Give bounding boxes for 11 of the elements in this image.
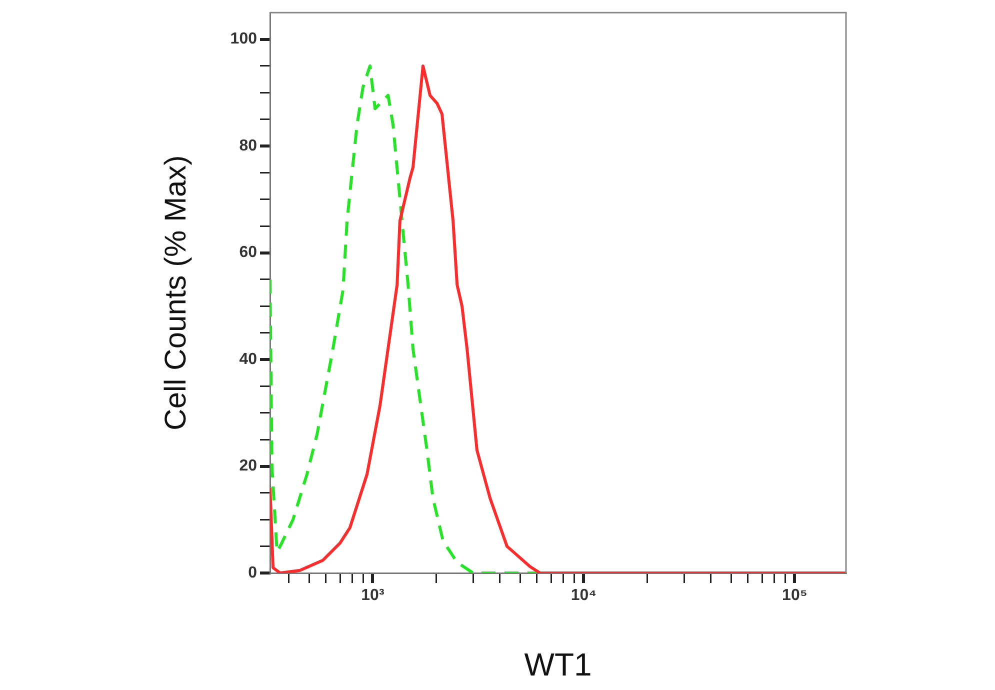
y-tick-label: 100 [230, 30, 258, 48]
x-tick-label: 10⁴ [570, 587, 597, 604]
y-axis-title: Cell Counts (% Max) [159, 155, 192, 430]
y-tick-label: 40 [239, 350, 258, 368]
y-tick-label: 60 [239, 244, 258, 262]
y-tick-label: 20 [239, 458, 258, 475]
x-tick-label: 10⁵ [782, 587, 808, 604]
y-tick-label: 0 [248, 564, 258, 582]
y-tick-label: 80 [239, 137, 258, 154]
x-axis-title: WT1 [524, 646, 592, 683]
x-tick-label: 10³ [361, 587, 384, 604]
